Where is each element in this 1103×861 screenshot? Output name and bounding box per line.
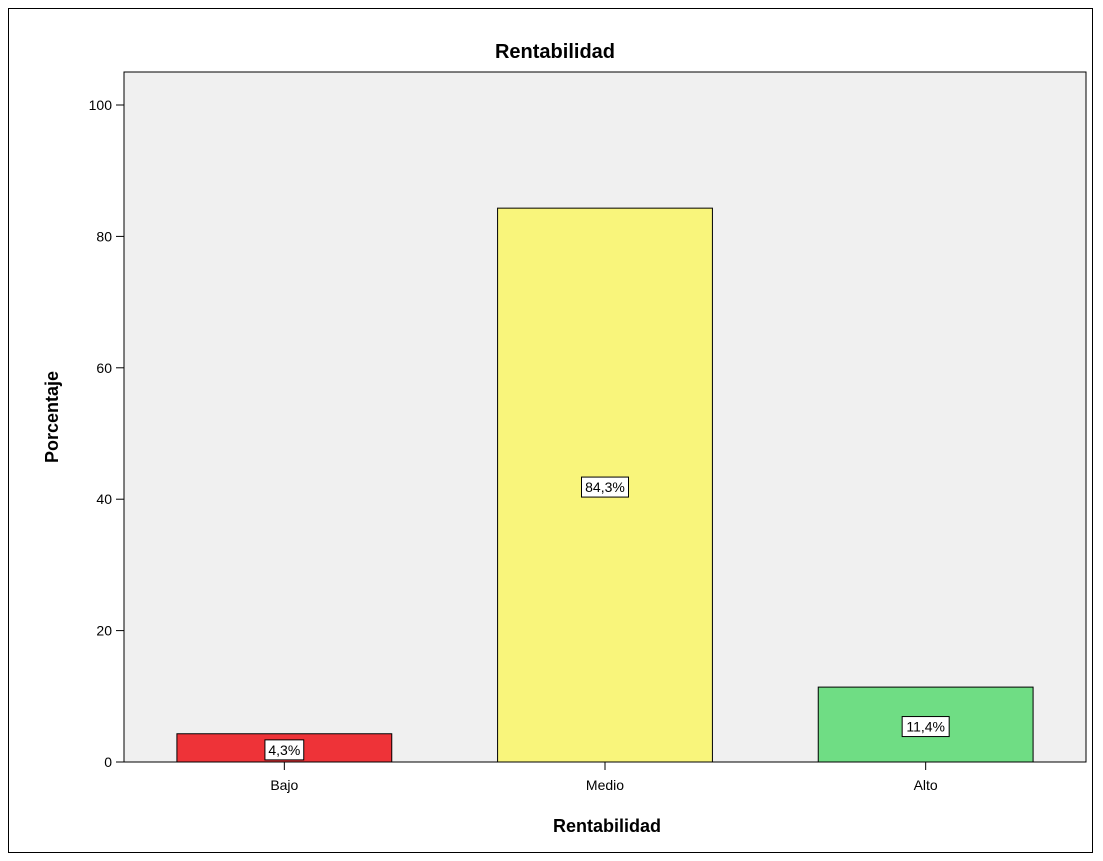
y-tick-label: 80 [96, 228, 112, 244]
x-tick-label: Alto [914, 777, 938, 793]
chart-title: Rentabilidad [495, 41, 615, 63]
y-tick-label: 100 [89, 97, 113, 113]
y-tick-label: 40 [96, 491, 112, 507]
x-tick-label: Bajo [270, 777, 298, 793]
y-axis-title: Porcentaje [42, 371, 62, 463]
y-tick-label: 20 [96, 623, 112, 639]
x-tick-label: Medio [586, 777, 624, 793]
y-tick-label: 60 [96, 360, 112, 376]
data-label: 84,3% [585, 479, 625, 495]
data-label-box [264, 739, 305, 761]
data-label: 11,4% [906, 719, 945, 735]
data-label-box [581, 476, 629, 498]
bar-alto [817, 686, 1034, 763]
data-label-box [901, 716, 950, 738]
x-axis: Bajo Medio Alto [270, 762, 938, 793]
x-axis-title: Rentabilidad [553, 816, 661, 836]
data-label: 4,3% [268, 742, 300, 758]
y-tick-label: 0 [104, 754, 112, 770]
y-axis: 0 20 40 60 80 100 [89, 97, 124, 770]
bars: 4,3% 84,3% 11,4% [176, 207, 1034, 763]
